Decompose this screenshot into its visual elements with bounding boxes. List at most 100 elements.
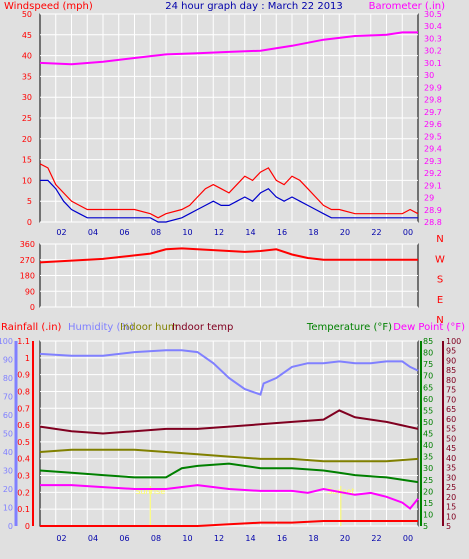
dew-point-tick-label: 55 [446, 425, 456, 434]
barometer-tick-label: 30.2 [424, 47, 442, 56]
rainfall-tick-label: 0.5 [17, 438, 30, 447]
temperature-tick-label: 25 [423, 476, 433, 485]
dew-point-tick-label: 45 [446, 444, 456, 453]
temperature-tick-label: 75 [423, 360, 433, 369]
dew_point-line [40, 484, 419, 510]
barometer-tick-label: 29.7 [424, 108, 442, 117]
compass-letter: E [437, 295, 443, 306]
rainfall-tick-label: 0.3 [17, 472, 30, 481]
dew-point-tick-label: 20 [446, 493, 456, 502]
dew-point-tick-label: 65 [446, 405, 456, 414]
rainfall-tick-label: 1.1 [17, 337, 30, 346]
dew-point-tick-label: 60 [446, 415, 456, 424]
humidity-tick-label: 0 [8, 522, 13, 531]
humidity-tick-label: 10 [3, 504, 13, 513]
sunrise-label: Sunrise [135, 487, 165, 496]
x-tick-label: 02 [56, 534, 66, 543]
windspeed-tick-label: 5 [27, 197, 32, 206]
windspeed-tick-label: 15 [22, 156, 32, 165]
x-tick-label: 10 [182, 534, 192, 543]
compass-letter: W [435, 254, 445, 265]
x-tick-label: 04 [88, 534, 98, 543]
barometer-tick-label: 28.9 [424, 206, 442, 215]
direction-tick-label: 180 [20, 272, 35, 281]
dew-point-tick-label: 70 [446, 395, 456, 404]
temperature-tick-label: 20 [423, 487, 433, 496]
x-tick-label: 16 [277, 228, 287, 237]
rainfall-tick-label: 0.1 [17, 505, 30, 514]
x-tick-label: 12 [214, 534, 224, 543]
humidity-tick-label: 30 [3, 467, 13, 476]
x-tick-label: 00 [403, 534, 413, 543]
rainfall-tick-label: 0 [25, 522, 30, 531]
rainfall-tick-label: 0.4 [17, 455, 30, 464]
humidity-tick-label: 80 [3, 374, 13, 383]
x-tick-label: 00 [403, 228, 413, 237]
temperature-line [39, 462, 419, 484]
compass-letter: N [436, 315, 443, 326]
barometer-tick-label: 28.8 [424, 218, 442, 227]
windspeed-tick-label: 25 [22, 114, 32, 123]
temperature-tick-label: 80 [423, 349, 433, 358]
humidity-tick-label: 60 [3, 411, 13, 420]
temperature-tick-label: 10 [423, 510, 433, 519]
temperature-tick-label: 70 [423, 372, 433, 381]
x-tick-label: 20 [340, 534, 350, 543]
barometer-tick-label: 29.6 [424, 120, 442, 129]
rainfall-tick-label: 0.8 [17, 387, 30, 396]
humidity-tick-label: 50 [3, 430, 13, 439]
dew-point-tick-label: 100 [446, 337, 461, 346]
barometer-tick-label: 30.4 [424, 22, 442, 31]
windspeed-line [39, 163, 419, 219]
barometer-tick-label: 30 [424, 71, 434, 80]
temperature-tick-label: 55 [423, 406, 433, 415]
x-tick-label: 08 [151, 534, 161, 543]
direction-tick-label: 360 [20, 240, 35, 249]
x-tick-label: 10 [182, 228, 192, 237]
temperature-tick-label: 65 [423, 383, 433, 392]
windspeed-tick-label: 35 [22, 72, 32, 81]
x-tick-label: 22 [371, 534, 381, 543]
temperature-tick-label: 50 [423, 418, 433, 427]
indoor_hum-line [39, 448, 419, 463]
dew-point-tick-label: 85 [446, 366, 456, 375]
dew-point-tick-label: 15 [446, 503, 456, 512]
dew-point-tick-label: 50 [446, 434, 456, 443]
indoor-temp-label: Indoor temp [172, 322, 233, 333]
temperature-tick-label: 15 [423, 499, 433, 508]
dew-point-tick-label: 95 [446, 347, 456, 356]
barometer-tick-label: 29.1 [424, 181, 442, 190]
dew-point-axis-label: Dew Point (°F) [393, 322, 465, 333]
direction-tick-label: 0 [30, 303, 35, 312]
rainfall-axis-label: Rainfall (.in) [1, 322, 62, 333]
temperature-tick-label: 45 [423, 430, 433, 439]
temperature-axis-label: Temperature (°F) [306, 322, 392, 333]
dew-point-tick-label: 25 [446, 483, 456, 492]
chart-title: 24 hour graph day : March 22 2013 [165, 1, 343, 12]
direction-tick-label: 90 [25, 287, 35, 296]
dew-point-tick-label: 80 [446, 376, 456, 385]
dew-point-tick-label: 35 [446, 464, 456, 473]
x-tick-label: 12 [214, 228, 224, 237]
humidity-tick-label: 90 [3, 356, 13, 365]
windspeed-tick-label: 0 [27, 218, 32, 227]
temperature-tick-label: 30 [423, 464, 433, 473]
humidity-tick-label: 20 [3, 485, 13, 494]
indoor_temp-line [39, 409, 419, 435]
direction-line [39, 247, 418, 264]
dew-point-tick-label: 5 [446, 522, 451, 531]
dew-point-tick-label: 40 [446, 454, 456, 463]
x-tick-label: 06 [119, 228, 129, 237]
windspeed-axis-label: Windspeed (mph) [4, 1, 93, 12]
barometer-tick-label: 30.5 [424, 10, 442, 19]
humidity-tick-label: 70 [3, 393, 13, 402]
barometer-tick-label: 30.1 [424, 59, 442, 68]
x-tick-label: 16 [277, 534, 287, 543]
barometer-tick-label: 29.5 [424, 132, 442, 141]
barometer-tick-label: 29.2 [424, 169, 442, 178]
dew-point-tick-label: 10 [446, 512, 456, 521]
humidity-axis-label: Humidity (%) [68, 322, 134, 333]
barometer-tick-label: 29 [424, 194, 434, 203]
